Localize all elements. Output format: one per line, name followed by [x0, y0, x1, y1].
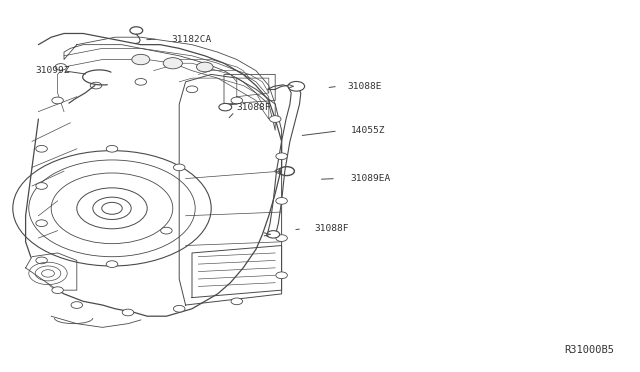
Circle shape: [36, 183, 47, 189]
Circle shape: [231, 298, 243, 305]
Circle shape: [106, 145, 118, 152]
Circle shape: [161, 227, 172, 234]
Circle shape: [276, 272, 287, 279]
Circle shape: [52, 287, 63, 294]
Circle shape: [106, 261, 118, 267]
Circle shape: [135, 78, 147, 85]
Circle shape: [276, 235, 287, 241]
Circle shape: [269, 116, 281, 122]
Text: 31182CA: 31182CA: [172, 35, 212, 44]
Circle shape: [288, 81, 305, 91]
Circle shape: [71, 302, 83, 308]
Circle shape: [102, 202, 122, 214]
Polygon shape: [179, 74, 282, 305]
Circle shape: [173, 164, 185, 171]
Circle shape: [132, 54, 150, 65]
Circle shape: [52, 97, 63, 104]
Text: 31088F: 31088F: [315, 224, 349, 233]
Text: 14055Z: 14055Z: [351, 126, 385, 135]
Circle shape: [130, 27, 143, 34]
Circle shape: [196, 62, 213, 72]
Circle shape: [163, 58, 182, 69]
Circle shape: [36, 257, 47, 264]
Text: 31088E: 31088E: [348, 82, 382, 91]
Circle shape: [276, 153, 287, 160]
Circle shape: [36, 145, 47, 152]
Text: R31000B5: R31000B5: [564, 345, 614, 355]
Polygon shape: [26, 253, 77, 290]
Text: 31088F: 31088F: [237, 103, 271, 112]
Circle shape: [55, 64, 67, 70]
Circle shape: [36, 220, 47, 227]
Circle shape: [276, 198, 287, 204]
Circle shape: [173, 305, 185, 312]
Circle shape: [219, 103, 232, 111]
Circle shape: [186, 86, 198, 93]
Text: 31089EA: 31089EA: [351, 174, 391, 183]
Circle shape: [231, 97, 243, 104]
Circle shape: [267, 231, 280, 238]
Circle shape: [122, 309, 134, 316]
Circle shape: [90, 82, 102, 89]
Polygon shape: [26, 33, 282, 316]
Text: 31099Z: 31099Z: [35, 66, 70, 75]
